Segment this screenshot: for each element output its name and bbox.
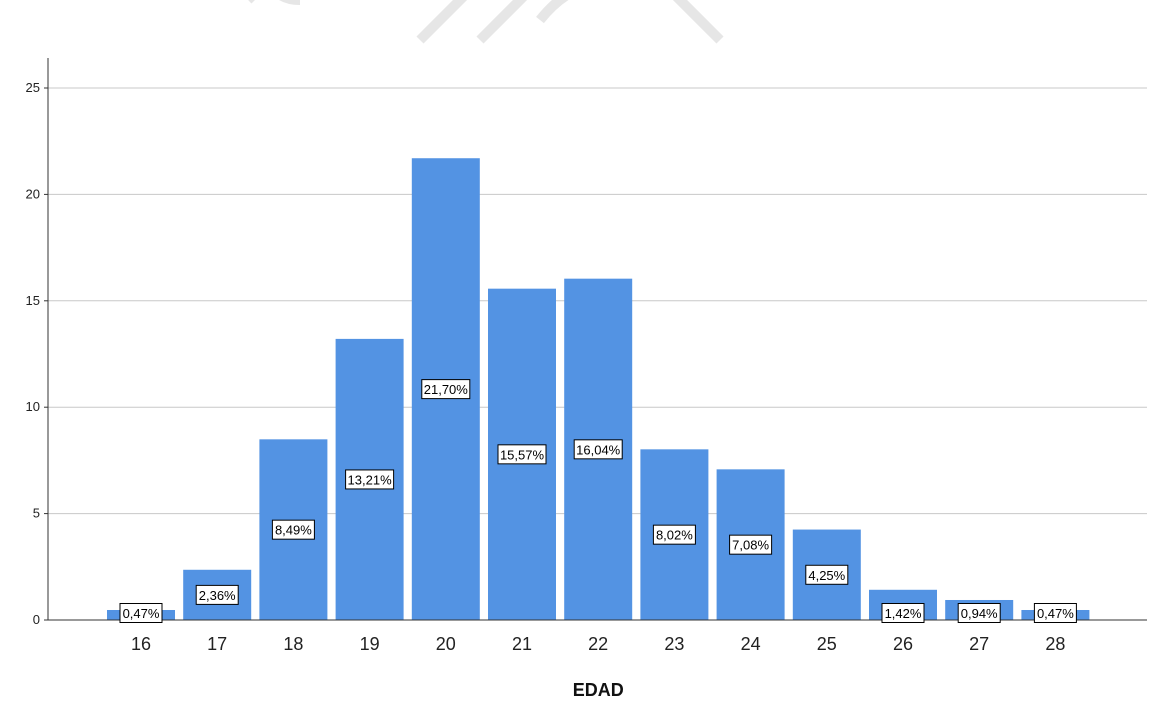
data-label-box: [421, 379, 471, 400]
data-label-21: 15,57%: [497, 444, 547, 465]
y-tick-label: 20: [26, 186, 40, 201]
data-label-box: [497, 444, 547, 465]
y-tick-label: 10: [26, 399, 40, 414]
x-tick-label: 24: [741, 634, 761, 654]
data-label-box: [271, 519, 315, 540]
data-label-22: 16,04%: [573, 439, 623, 460]
y-tick-label: 15: [26, 293, 40, 308]
data-label-18: 8,49%: [271, 519, 315, 540]
data-label-text: 21,70%: [424, 382, 469, 397]
data-label-text: 2,36%: [199, 588, 236, 603]
data-label-text: 8,02%: [656, 528, 693, 543]
data-label-16: 0,47%: [119, 603, 163, 623]
data-label-text: 8,49%: [275, 523, 312, 538]
data-label-text: 1,42%: [885, 606, 922, 621]
data-label-box: [345, 469, 395, 490]
x-axis-label: EDAD: [573, 680, 624, 700]
x-tick-label: 20: [436, 634, 456, 654]
data-label-box: [573, 439, 623, 460]
data-label-20: 21,70%: [421, 379, 471, 400]
data-label-24: 7,08%: [729, 534, 773, 555]
x-tick-label: 22: [588, 634, 608, 654]
data-label-box: [729, 534, 773, 555]
data-label-25: 4,25%: [805, 564, 849, 585]
bars: [107, 158, 1090, 620]
x-tick-label: 27: [969, 634, 989, 654]
data-label-text: 13,21%: [348, 472, 393, 487]
data-label-box: [805, 564, 849, 585]
x-tick-label: 16: [131, 634, 151, 654]
x-axis-ticks: 16 17 18 19 20 21 22 23 24 25 26 27 28: [131, 634, 1065, 654]
data-label-28: 0,47%: [1033, 603, 1077, 623]
data-label-box: [881, 603, 925, 623]
y-tick-label: 5: [33, 506, 40, 521]
data-label-27: 0,94%: [957, 603, 1001, 623]
data-label-text: 7,08%: [732, 538, 769, 553]
y-axis-ticks: 0 5 10 15 20 25: [26, 80, 48, 627]
x-tick-label: 18: [283, 634, 303, 654]
data-label-box: [652, 524, 696, 545]
y-tick-label: 25: [26, 80, 40, 95]
x-tick-label: 28: [1045, 634, 1065, 654]
data-label-23: 8,02%: [652, 524, 696, 545]
x-tick-label: 17: [207, 634, 227, 654]
data-label-text: 0,47%: [1037, 606, 1074, 621]
data-label-box: [1033, 603, 1077, 623]
data-label-26: 1,42%: [881, 603, 925, 623]
data-label-text: 15,57%: [500, 447, 545, 462]
x-tick-label: 21: [512, 634, 532, 654]
x-tick-label: 23: [664, 634, 684, 654]
data-label-text: 16,04%: [576, 442, 621, 457]
data-label-box: [195, 584, 239, 605]
x-tick-label: 19: [360, 634, 380, 654]
data-label-text: 0,47%: [123, 606, 160, 621]
x-tick-label: 26: [893, 634, 913, 654]
data-labels: 0,47% 2,36% 8,49% 13,21% 21,70% 15,57% 16,04% 8…: [119, 379, 1077, 623]
data-label-text: 4,25%: [808, 568, 845, 583]
x-tick-label: 25: [817, 634, 837, 654]
data-label-17: 2,36%: [195, 584, 239, 605]
data-label-19: 13,21%: [345, 469, 395, 490]
data-label-box: [119, 603, 163, 623]
data-label-box: [957, 603, 1001, 623]
y-tick-label: 0: [33, 612, 40, 627]
data-label-text: 0,94%: [961, 606, 998, 621]
